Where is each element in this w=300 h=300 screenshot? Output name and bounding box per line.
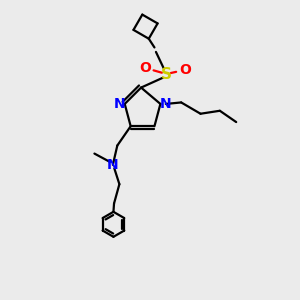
Text: N: N [107, 158, 119, 172]
Text: S: S [161, 67, 172, 82]
Text: O: O [179, 63, 191, 77]
Text: O: O [140, 61, 152, 75]
Text: N: N [160, 97, 172, 111]
Text: N: N [114, 97, 125, 111]
